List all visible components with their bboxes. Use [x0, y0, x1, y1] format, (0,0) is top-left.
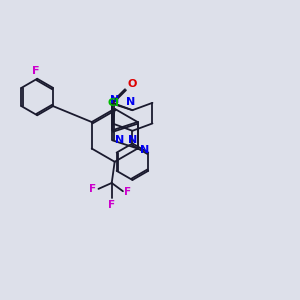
Text: F: F [124, 187, 131, 197]
Text: N: N [126, 97, 136, 107]
Text: F: F [108, 200, 115, 210]
Text: Cl: Cl [107, 98, 119, 108]
Text: F: F [32, 66, 40, 76]
Text: N: N [116, 135, 124, 145]
Text: N: N [128, 135, 137, 145]
Text: N: N [110, 95, 119, 105]
Text: O: O [128, 79, 137, 89]
Text: N: N [140, 145, 149, 155]
Text: F: F [89, 184, 96, 194]
